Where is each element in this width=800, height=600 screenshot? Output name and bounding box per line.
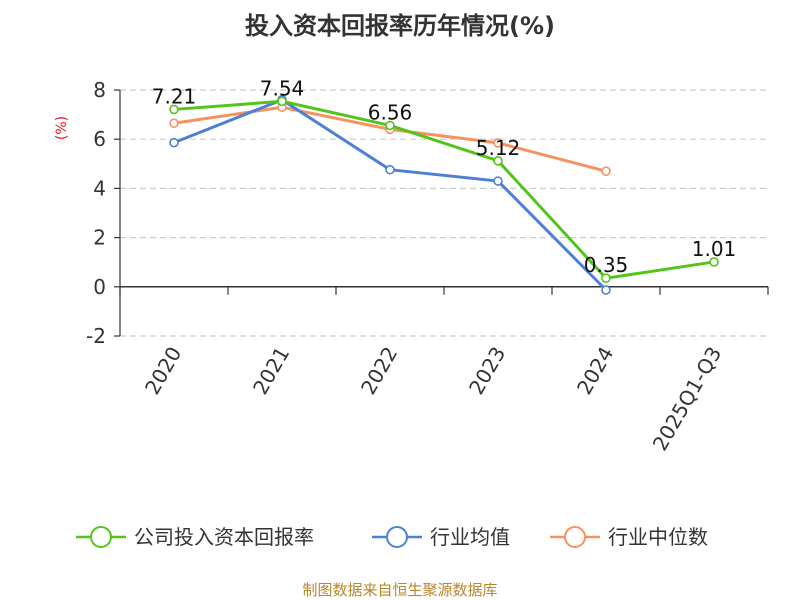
chart-title: 投入资本回报率历年情况(%): [245, 12, 555, 40]
legend-label: 行业均值: [430, 525, 510, 549]
legend[interactable]: 公司投入资本回报率 行业均值 行业中位数: [76, 525, 708, 549]
data-point-0: [385, 120, 395, 131]
y-tick-label: 4: [93, 176, 106, 200]
data-label: 6.56: [368, 100, 413, 124]
legend-item-2[interactable]: 行业中位数: [550, 525, 708, 549]
data-label: 0.35: [584, 253, 629, 277]
legend-item-1[interactable]: 行业均值: [372, 525, 510, 549]
data-point-0: [709, 257, 719, 267]
y-tick-labels: 8 6 4 2 0 -2: [86, 78, 106, 348]
y-tick-label: 2: [93, 226, 106, 250]
x-tick-label: 2022: [356, 343, 402, 399]
data-point-0: [493, 156, 503, 166]
series-group: [169, 95, 719, 295]
data-point-2: [601, 166, 611, 176]
data-point-2: [493, 138, 503, 148]
data-point-0: [277, 96, 287, 107]
data-label: 7.54: [260, 76, 305, 100]
data-point-1: [385, 164, 395, 175]
y-axis-unit: (%): [54, 116, 70, 140]
series-line-0: [173, 99, 715, 280]
data-point-1: [601, 285, 611, 295]
grid-lines: [120, 89, 768, 337]
data-point-1: [493, 176, 503, 186]
legend-marker: [564, 526, 586, 548]
legend-label: 行业中位数: [608, 525, 708, 549]
legend-marker: [386, 526, 408, 548]
x-tick-label: 2024: [572, 343, 618, 399]
x-tick-label: 2021: [248, 343, 294, 399]
data-labels: 7.21 7.54 6.56 5.12 0.35 1.01: [152, 76, 737, 277]
data-label: 7.21: [152, 84, 197, 108]
y-tick-label: 6: [93, 127, 106, 151]
x-tick-label: 2023: [464, 343, 510, 399]
x-tick-label: 2025Q1-Q3: [648, 343, 727, 455]
legend-item-0[interactable]: 公司投入资本回报率: [76, 525, 314, 549]
data-point-0: [601, 273, 611, 283]
data-point-0: [169, 104, 179, 115]
data-label: 5.12: [476, 136, 521, 160]
y-tick-label: 8: [93, 78, 106, 102]
data-label: 1.01: [692, 237, 737, 261]
y-tick-label: 0: [93, 275, 106, 299]
y-tick-label: -2: [86, 324, 106, 348]
axes: [114, 89, 769, 337]
data-point-1: [169, 137, 179, 148]
x-tick-labels: 2020 2021 2022 2023 2024 2025Q1-Q3: [140, 343, 726, 455]
source-note: 制图数据来自恒生聚源数据库: [302, 581, 497, 599]
legend-label: 公司投入资本回报率: [134, 525, 314, 549]
x-tick-label: 2020: [140, 343, 186, 399]
legend-marker: [90, 526, 112, 548]
data-point-2: [169, 118, 179, 129]
